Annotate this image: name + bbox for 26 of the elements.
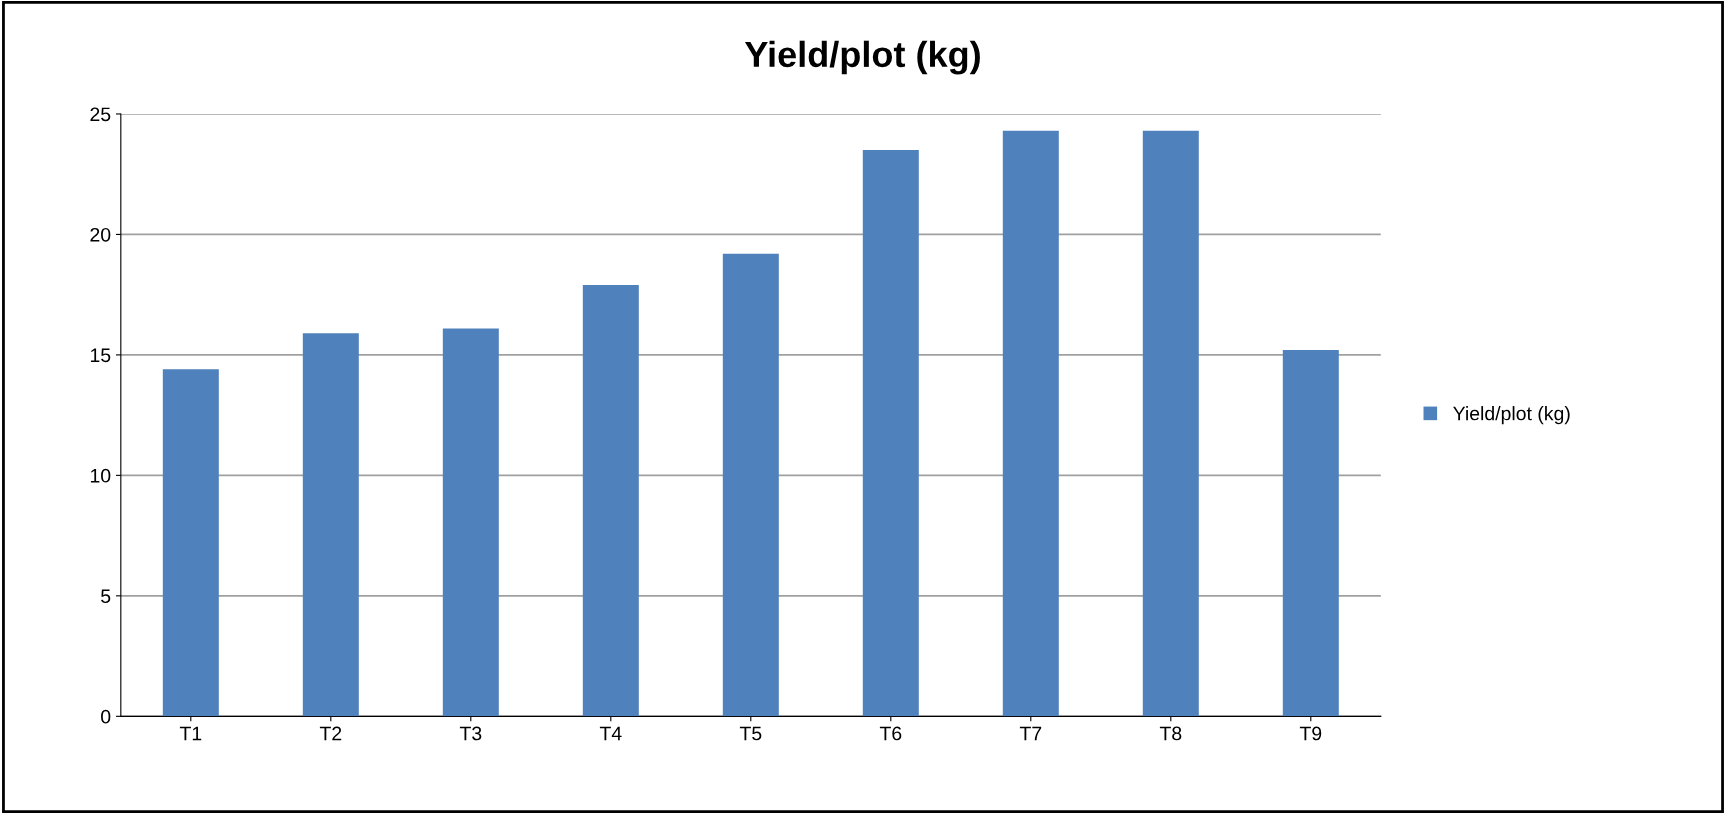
bar	[1002, 130, 1059, 717]
x-tick-label: T8	[1159, 726, 1182, 741]
y-tick-label: 25	[90, 107, 111, 122]
bar	[582, 285, 639, 717]
bar	[162, 369, 219, 717]
bar	[302, 333, 359, 717]
legend-label: Yield/plot (kg)	[1453, 406, 1570, 425]
y-tick-label: 0	[101, 709, 111, 724]
x-tick-label: T6	[879, 726, 902, 741]
x-tick-label: T1	[179, 726, 202, 741]
x-tick-label: T9	[1299, 726, 1322, 741]
y-tick-label: 10	[90, 468, 111, 483]
y-tick-label: 20	[90, 227, 111, 242]
x-tick-label: T2	[319, 726, 342, 741]
x-tick-label: T4	[599, 726, 622, 741]
x-tick-label: T7	[1019, 726, 1042, 741]
bar	[1142, 130, 1199, 717]
chart-title: Yield/plot (kg)	[744, 40, 980, 75]
x-tick-label: T5	[739, 726, 762, 741]
bar	[862, 150, 919, 717]
y-tick-label: 15	[90, 348, 111, 363]
y-tick-label: 5	[101, 589, 111, 604]
bar	[1282, 350, 1339, 717]
bar	[722, 253, 779, 717]
bar	[442, 328, 499, 717]
x-tick-label: T3	[459, 726, 482, 741]
